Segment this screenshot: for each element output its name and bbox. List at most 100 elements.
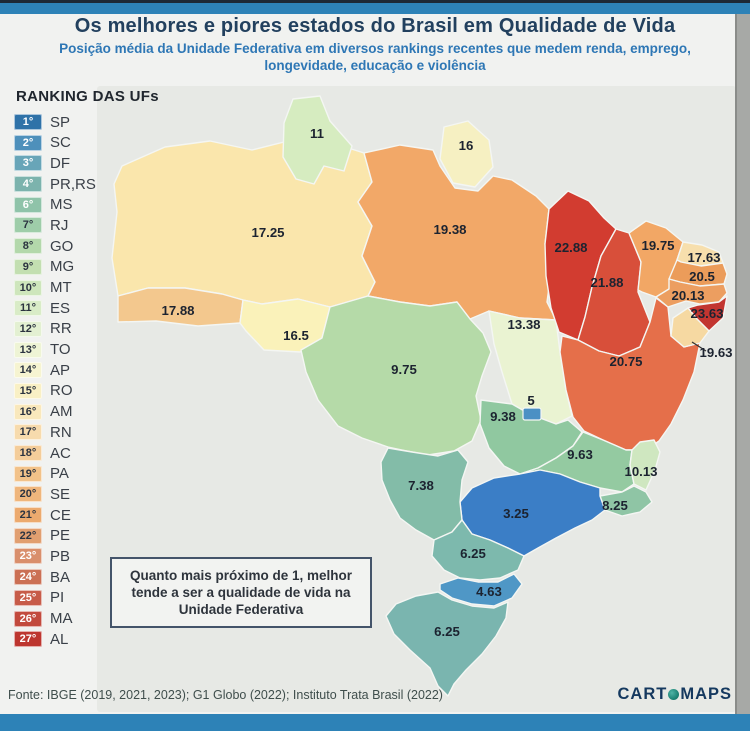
state-SP-value: 3.25 xyxy=(503,506,529,521)
state-ES-value: 10.13 xyxy=(624,464,657,479)
rank-uf-label: PR,RS xyxy=(50,175,96,193)
rank-badge: 3° xyxy=(14,155,42,172)
rank-badge: 7° xyxy=(14,217,42,234)
ranking-row: 12° RR xyxy=(14,320,96,337)
ranking-row: 6° MS xyxy=(14,196,96,214)
rank-uf-label: BA xyxy=(50,568,71,586)
rank-uf-label: ES xyxy=(50,299,71,317)
state-PI-value: 21.88 xyxy=(590,275,623,290)
rank-uf-label: MA xyxy=(50,610,73,627)
brand-logo: CART MAPS xyxy=(618,685,733,704)
rank-badge: 10° xyxy=(14,279,42,296)
rank-uf-label: PE xyxy=(50,527,71,545)
ranking-row: 1° SP xyxy=(14,113,96,131)
ranking-row: 10° MT xyxy=(14,279,96,296)
state-RJ-value: 8.25 xyxy=(602,498,628,513)
rank-uf-label: PI xyxy=(50,589,65,607)
state-AC-value: 17.88 xyxy=(161,303,194,318)
ranking-row: 18° AC xyxy=(14,444,96,462)
rank-badge: 23° xyxy=(14,548,42,565)
state-MS-region xyxy=(380,447,469,541)
rank-uf-label: TO xyxy=(50,341,71,359)
globe-icon xyxy=(668,689,680,700)
rank-uf-label: RN xyxy=(50,423,72,441)
rank-badge: 16° xyxy=(14,403,42,420)
ranking-row: 13° TO xyxy=(14,341,96,359)
ranking-row: 23° PB xyxy=(14,548,96,565)
page-subtitle: Posição média da Unidade Federativa em d… xyxy=(59,41,691,73)
ranking-row: 21° CE xyxy=(14,506,96,524)
footer-source: Fonte: IBGE (2019, 2021, 2023); G1 Globo… xyxy=(8,688,443,702)
rank-badge: 11° xyxy=(14,300,42,317)
state-AM-value: 17.25 xyxy=(251,225,284,240)
ranking-row: 15° RO xyxy=(14,382,96,400)
state-PB-value: 20.5 xyxy=(689,269,715,284)
rank-uf-label: AP xyxy=(50,361,71,379)
ranking-row: 8° GO xyxy=(14,237,96,255)
page-title: Os melhores e piores estados do Brasil e… xyxy=(74,15,676,37)
state-DF-region xyxy=(522,407,542,421)
rank-uf-label: RJ xyxy=(50,216,69,234)
ranking-row: 25° PI xyxy=(14,589,96,607)
se-leader-line xyxy=(691,341,707,352)
rank-badge: 13° xyxy=(14,341,42,358)
state-RR-region xyxy=(282,95,353,185)
ranking-list: 1° SP 2° SC 3° DF 4° PR,RS 6° MS 7° RJ 8… xyxy=(14,113,96,648)
rank-uf-label: GO xyxy=(50,237,74,255)
right-edge-strip xyxy=(735,14,750,714)
state-CE-value: 19.75 xyxy=(641,238,674,253)
brand-cart: CART xyxy=(617,685,668,703)
top-accent-bar xyxy=(0,3,750,14)
ranking-row: 20° SE xyxy=(14,486,96,503)
bottom-accent-bar xyxy=(0,714,750,731)
ranking-row: 27° AL xyxy=(14,630,96,648)
state-SE-value: 19.63 xyxy=(699,345,732,360)
rank-uf-label: CE xyxy=(50,506,71,524)
rank-badge: 24° xyxy=(14,569,42,586)
rank-badge: 2° xyxy=(14,134,42,151)
ranking-row: 16° AM xyxy=(14,403,96,420)
rank-badge: 1° xyxy=(14,114,42,130)
rank-uf-label: RO xyxy=(50,382,73,400)
ranking-row: 9° MG xyxy=(14,258,96,276)
note-box: Quanto mais próximo de 1, melhor tende a… xyxy=(110,557,372,628)
state-MS-value: 7.38 xyxy=(408,478,434,493)
rank-badge: 18° xyxy=(14,445,42,461)
rank-badge: 20° xyxy=(14,486,42,503)
rank-uf-label: MG xyxy=(50,258,75,276)
state-AL-value: 23.63 xyxy=(690,306,723,321)
state-MA-value: 22.88 xyxy=(554,240,587,255)
rank-uf-label: MT xyxy=(50,279,72,296)
rank-badge: 4° xyxy=(14,176,42,193)
state-PE-value: 20.13 xyxy=(671,288,704,303)
state-MG-value: 9.63 xyxy=(567,447,593,462)
state-RR-value: 11 xyxy=(310,126,324,141)
state-MT-value: 9.75 xyxy=(391,362,417,377)
rank-uf-label: MS xyxy=(50,196,73,214)
rank-uf-label: DF xyxy=(50,154,70,172)
state-PR-region xyxy=(431,519,525,581)
rank-badge: 17° xyxy=(14,424,42,441)
rank-badge: 8° xyxy=(14,238,42,255)
ranking-heading: RANKING DAS UFs xyxy=(16,88,159,105)
rank-uf-label: AL xyxy=(50,630,69,648)
ranking-row: 4° PR,RS xyxy=(14,175,96,193)
state-RJ-region xyxy=(599,485,653,517)
rank-badge: 27° xyxy=(14,631,42,648)
ranking-row: 11° ES xyxy=(14,299,96,317)
ranking-row: 22° PE xyxy=(14,527,96,545)
state-RS-value: 6.25 xyxy=(434,624,460,639)
top-border-line xyxy=(0,0,750,3)
state-RS-region xyxy=(385,591,509,697)
rank-badge: 9° xyxy=(14,258,42,275)
brand-maps: MAPS xyxy=(680,685,732,703)
state-ES-region xyxy=(629,439,661,491)
ranking-row: 2° SC xyxy=(14,134,96,151)
rank-badge: 25° xyxy=(14,589,42,606)
rank-uf-label: SP xyxy=(50,113,71,131)
rank-uf-label: AC xyxy=(50,444,71,462)
rank-badge: 6° xyxy=(14,196,42,213)
state-MT-region xyxy=(300,295,492,456)
